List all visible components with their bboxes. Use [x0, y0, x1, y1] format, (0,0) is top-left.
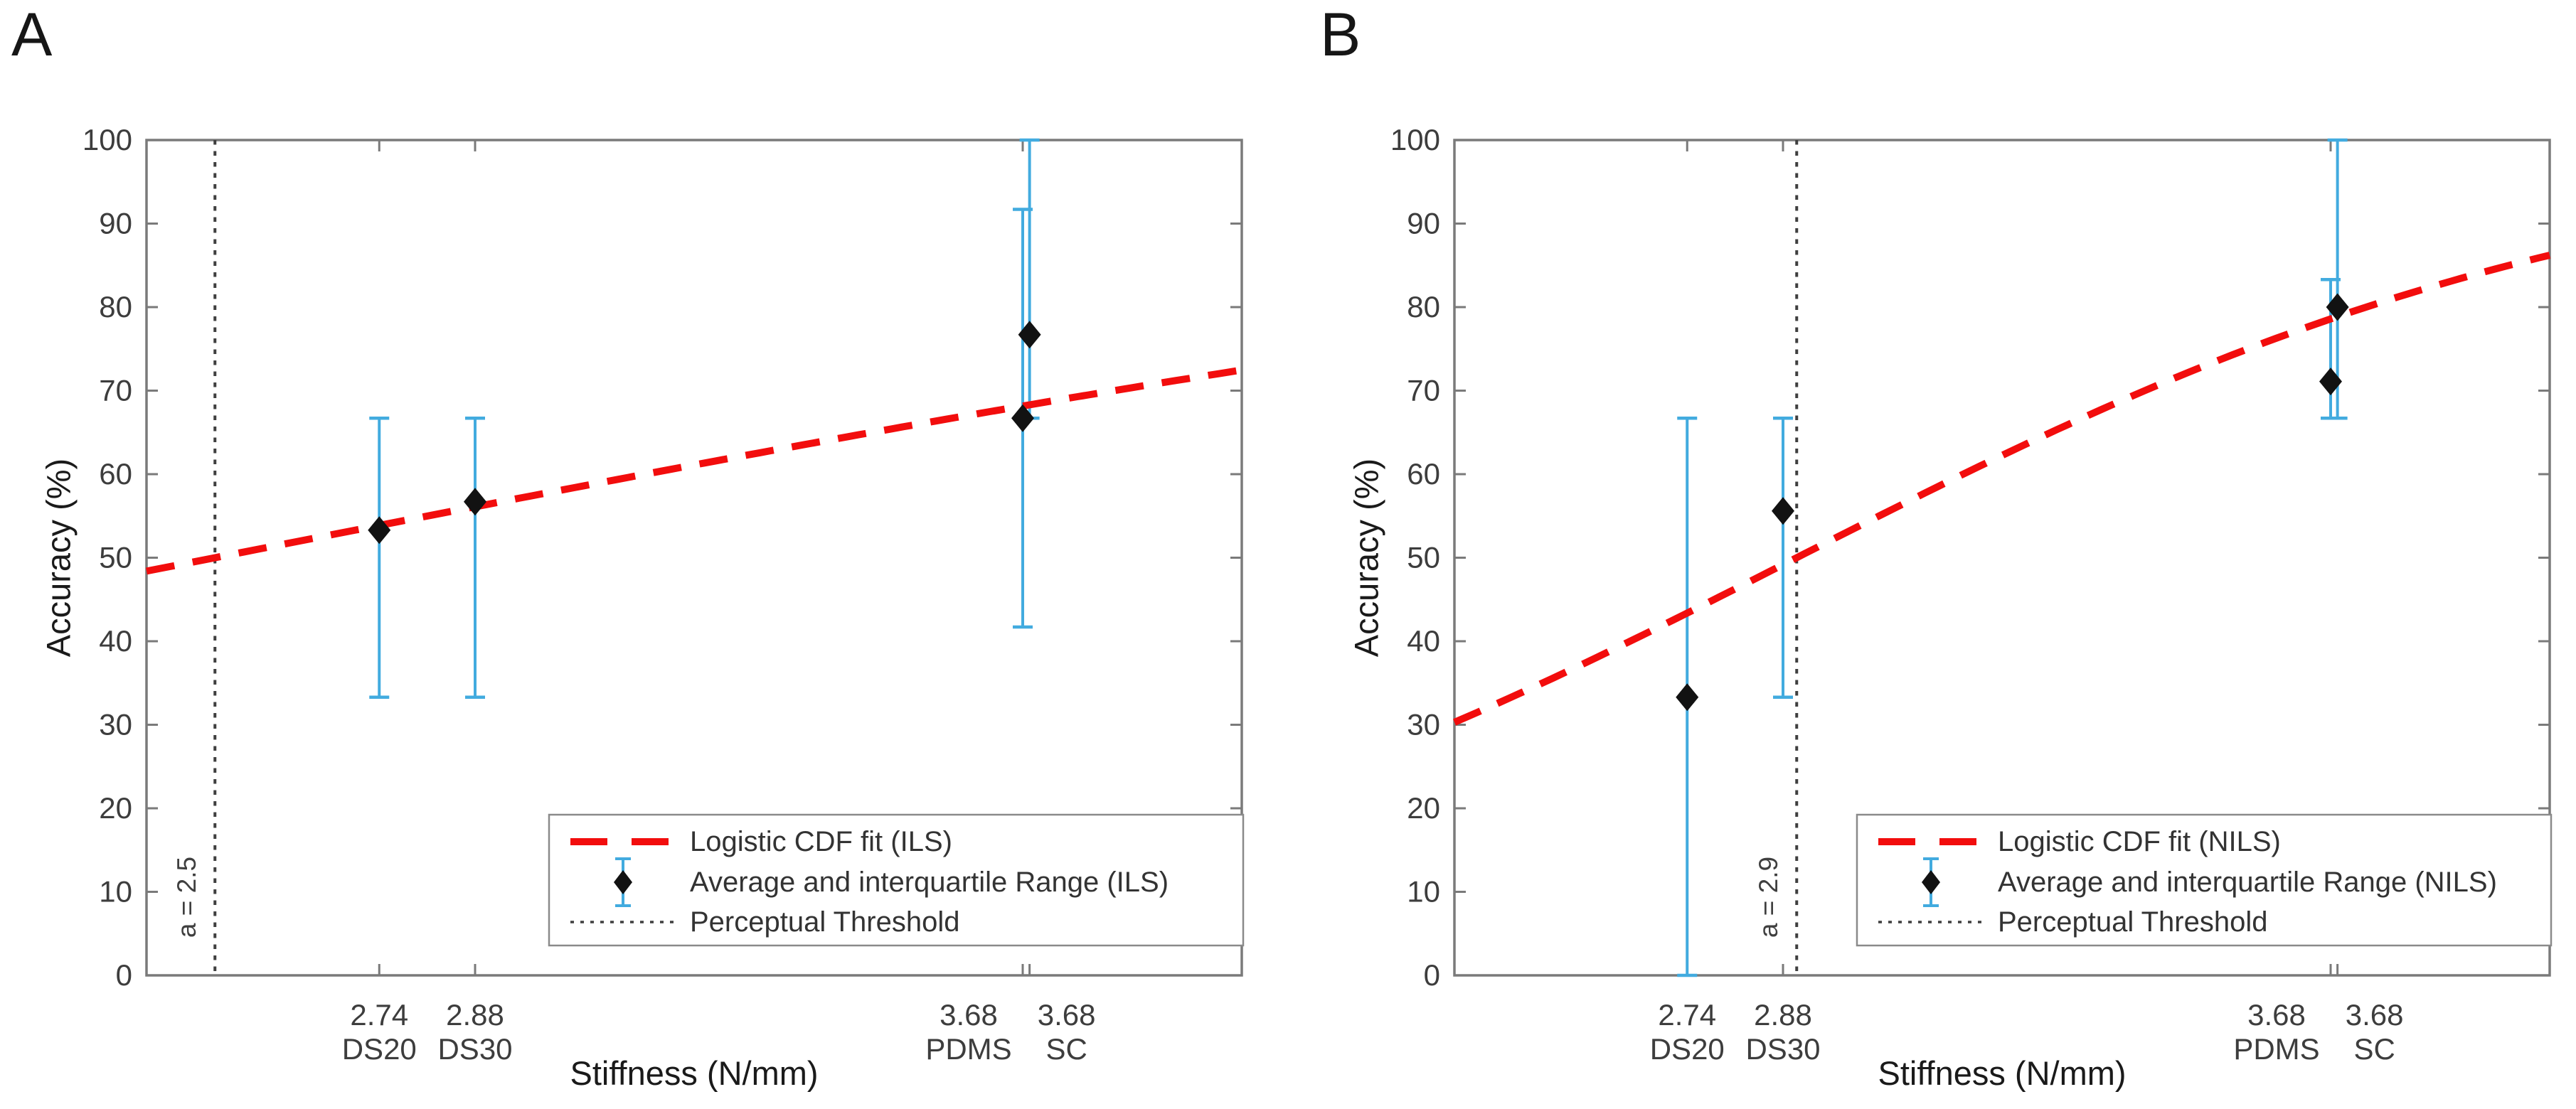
mean-diamond-sc [1018, 321, 1041, 349]
fit-curve-b [1453, 252, 2551, 726]
mean-diamond-ds30 [1772, 497, 1794, 525]
mean-diamond-ds20 [1676, 683, 1699, 712]
error-bars-a [369, 138, 1040, 699]
legend-label: Perceptual Threshold [1998, 906, 2268, 938]
legend-label: Perceptual Threshold [690, 906, 960, 938]
legend-b: Logistic CDF fit (NILS) Average and inter… [1856, 813, 2553, 947]
legend-label: Average and interquartile Range (NILS) [1998, 867, 2497, 898]
y-tick-label: 70 [1407, 374, 1440, 407]
y-tick-label: 70 [99, 374, 132, 407]
x-tick-label: 2.74 [350, 998, 408, 1032]
mean-diamond-ds20 [368, 516, 391, 545]
x-axis-title-b: Stiffness (N/mm) [1878, 1054, 2126, 1092]
mean-diamond-pdms [2319, 368, 2342, 396]
x-tick-label: 3.68 [2346, 998, 2404, 1032]
y-tick-label: 40 [99, 624, 132, 658]
panel-b-label: B [1320, 1, 1361, 69]
x-tick-label: 2.74 [1658, 998, 1716, 1032]
y-tick-label: 10 [99, 875, 132, 909]
y-tick-label: 30 [99, 708, 132, 741]
y-tick-label: 20 [99, 791, 132, 825]
threshold-label-b: a = 2.9 [1754, 857, 1783, 938]
panel-a-label: A [11, 1, 53, 69]
y-axis-title-b: Accuracy (%) [1348, 459, 1385, 657]
x-axis-title-a: Stiffness (N/mm) [570, 1054, 818, 1092]
legend-diamond-sample [1922, 870, 1940, 894]
x-tick-sublabel: DS20 [1650, 1032, 1725, 1066]
mean-diamond-ds30 [464, 488, 486, 516]
y-tick-label: 20 [1407, 791, 1440, 825]
y-tick-label: 60 [1407, 457, 1440, 491]
y-tick-label: 10 [1407, 875, 1440, 909]
legend-a: Logistic CDF fit (ILS) Average and interq… [548, 813, 1245, 947]
y-tick-label: 80 [99, 290, 132, 323]
x-tick-sublabel: DS30 [437, 1032, 512, 1066]
x-tick-label: 2.88 [446, 998, 504, 1032]
y-tick-label: 50 [99, 541, 132, 574]
y-tick-label: 30 [1407, 708, 1440, 741]
x-tick-sublabel: SC [1045, 1032, 1087, 1066]
markers-a [368, 321, 1041, 545]
y-tick-label: 90 [99, 207, 132, 240]
y-axis-b: 0 10 20 30 40 50 60 70 80 90 100 [1390, 123, 2550, 992]
y-axis-a: 0 10 20 30 40 50 60 70 80 90 100 [83, 123, 1242, 992]
legend-label: Average and interquartile Range (ILS) [690, 867, 1169, 898]
y-tick-label: 0 [116, 958, 132, 992]
x-tick-sublabel: DS30 [1745, 1032, 1820, 1066]
y-tick-label: 90 [1407, 207, 1440, 240]
x-tick-label: 3.68 [1038, 998, 1096, 1032]
y-tick-label: 80 [1407, 290, 1440, 323]
y-axis-title-a: Accuracy (%) [40, 459, 78, 657]
x-tick-sublabel: SC [2353, 1032, 2395, 1066]
y-tick-label: 100 [83, 123, 132, 156]
x-tick-sublabel: DS20 [342, 1032, 417, 1066]
y-tick-label: 40 [1407, 624, 1440, 658]
y-tick-label: 60 [99, 457, 132, 491]
legend-label: Logistic CDF fit (ILS) [690, 826, 952, 857]
legend-label: Logistic CDF fit (NILS) [1998, 826, 2281, 857]
x-tick-label: 3.68 [940, 998, 998, 1032]
legend-box [548, 813, 1245, 947]
mean-diamond-sc [2326, 293, 2349, 321]
x-tick-sublabel: PDMS [2233, 1032, 2319, 1066]
y-tick-label: 0 [1424, 958, 1440, 992]
threshold-label-a: a = 2.5 [172, 857, 201, 938]
y-tick-label: 50 [1407, 541, 1440, 574]
legend-diamond-sample [614, 870, 632, 894]
y-tick-label: 100 [1390, 123, 1440, 156]
fit-curve-a [146, 366, 1242, 575]
legend-box [1856, 813, 2553, 947]
x-tick-label: 2.88 [1754, 998, 1812, 1032]
x-tick-sublabel: PDMS [925, 1032, 1011, 1066]
mean-diamond-pdms [1011, 404, 1034, 432]
markers-b [1676, 293, 2349, 712]
x-tick-label: 3.68 [2247, 998, 2306, 1032]
